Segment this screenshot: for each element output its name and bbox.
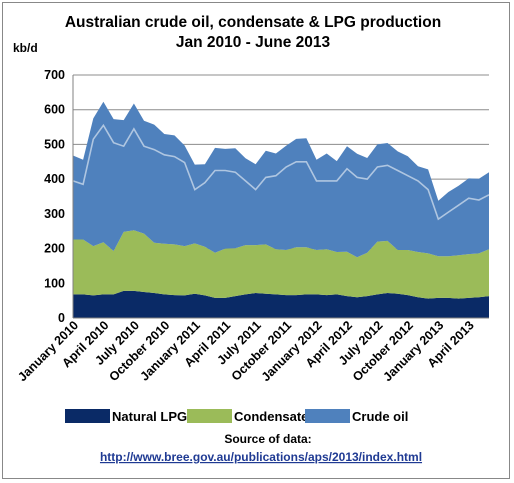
- y-tick-label: 100: [44, 276, 65, 290]
- area-condensate: [73, 230, 489, 299]
- y-tick-label: 0: [58, 311, 65, 325]
- chart-title-line2: Jan 2010 - June 2013: [176, 34, 331, 51]
- legend-label: Condensate: [234, 409, 308, 424]
- area-crude-oil: [73, 101, 489, 258]
- legend-label: Crude oil: [352, 409, 408, 424]
- area-series: [72, 101, 490, 318]
- chart-frame: Australian crude oil, condensate & LPG p…: [2, 2, 510, 479]
- y-axis-label: kb/d: [13, 41, 38, 55]
- source-link[interactable]: http://www.bree.gov.au/publications/aps/…: [100, 450, 422, 464]
- area-natural-lpg: [73, 290, 489, 318]
- y-tick-label: 300: [44, 207, 65, 221]
- legend: Natural LPG Condensate Crude oil: [65, 409, 408, 424]
- chart-title-line1: Australian crude oil, condensate & LPG p…: [65, 14, 441, 31]
- legend-label: Natural LPG: [112, 409, 187, 424]
- source-label: Source of data:: [224, 432, 311, 446]
- y-tick-label: 200: [44, 242, 65, 256]
- crude-oil-inner-line: [72, 123, 490, 221]
- y-tick-labels: 0 100 200 300 400 500 600 700: [44, 68, 65, 325]
- y-tick-label: 400: [44, 172, 65, 186]
- legend-swatch: [187, 409, 232, 423]
- y-tick-label: 600: [44, 103, 65, 117]
- axes: [72, 75, 489, 319]
- y-tick-label: 700: [44, 68, 65, 82]
- chart-svg: Australian crude oil, condensate & LPG p…: [13, 14, 490, 464]
- legend-swatch: [305, 409, 350, 423]
- legend-swatch: [65, 409, 110, 423]
- y-tick-label: 500: [44, 137, 65, 151]
